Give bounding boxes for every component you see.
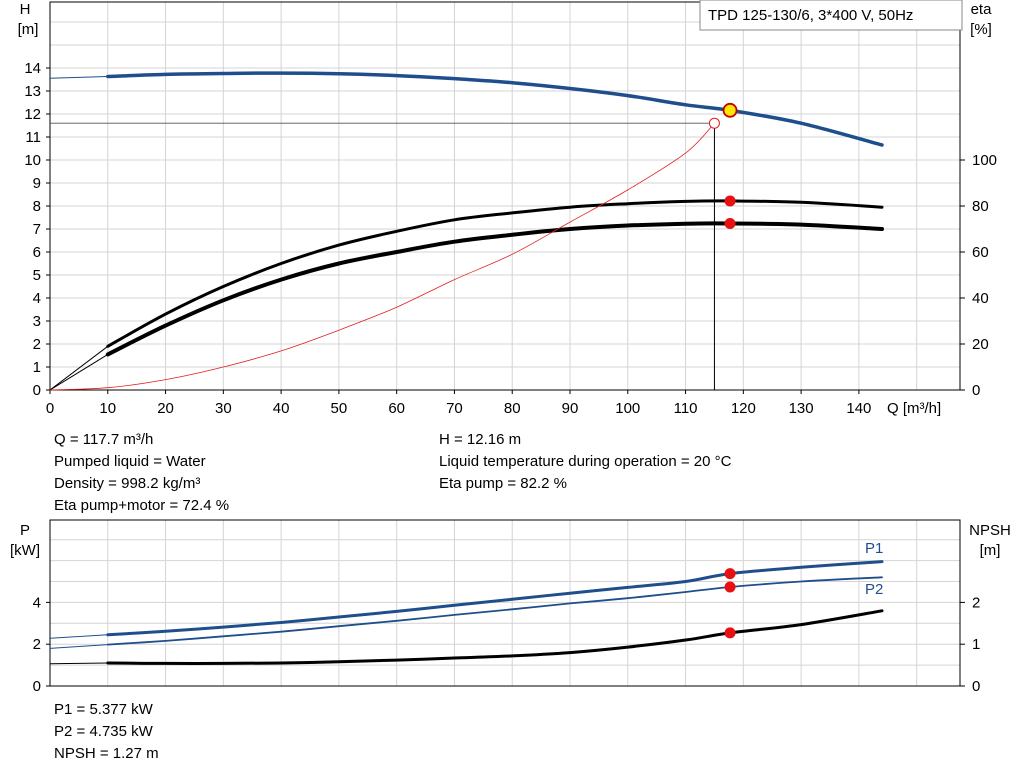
y-axis-unit-p: [kW]	[10, 542, 40, 559]
plot-frame-upper	[49, 1, 961, 391]
y-tick-label: 0	[33, 382, 41, 399]
y-tick-label: 3	[33, 313, 41, 330]
y2-tick-label: 40	[972, 290, 989, 307]
x-tick-label: 120	[731, 400, 756, 417]
y-axis-unit-h: [m]	[18, 21, 39, 38]
y2-tick-label: 0	[972, 382, 980, 399]
system-point-marker	[708, 117, 720, 129]
y-axis-unit-eta: [%]	[970, 21, 992, 38]
y-tick-label: 10	[24, 152, 41, 169]
y-tick-label: 2	[33, 336, 41, 353]
result-liquid: Pumped liquid = Water	[54, 453, 206, 470]
series-eta-pump-motor	[105, 221, 884, 357]
x-axis-label: Q [m³/h]	[887, 400, 941, 417]
y-tick-label-lower: 4	[33, 594, 41, 611]
eta-pump-motor-marker	[724, 217, 736, 229]
chart-title: TPD 125-130/6, 3*400 V, 50Hz	[708, 7, 913, 24]
x-tick-label: 140	[846, 400, 871, 417]
series-extension-npsh	[49, 662, 108, 665]
x-tick-label: 70	[446, 400, 463, 417]
result-temperature: Liquid temperature during operation = 20…	[439, 453, 732, 470]
series-system-curve	[49, 122, 715, 391]
x-tick-label: 30	[215, 400, 232, 417]
markers	[50, 102, 738, 639]
y2-tick-label: 60	[972, 244, 989, 261]
y-tick-label: 7	[33, 221, 41, 238]
y2-tick-label: 20	[972, 336, 989, 353]
result-npsh: NPSH = 1.27 m	[54, 745, 159, 762]
x-tick-label: 130	[789, 400, 814, 417]
p1-marker	[724, 568, 736, 580]
series-label-p2: P2	[865, 581, 883, 598]
series-extension-p2	[49, 644, 108, 649]
series-p2	[106, 576, 883, 646]
x-tick-label: 40	[273, 400, 290, 417]
series-h	[106, 71, 884, 147]
series-extension-eta-pump	[49, 345, 109, 391]
y-tick-label-lower: 2	[33, 636, 41, 653]
x-tick-label: 100	[615, 400, 640, 417]
x-tick-label: 60	[388, 400, 405, 417]
grid	[49, 2, 960, 687]
y-tick-label: 12	[24, 106, 41, 123]
y-tick-label: 1	[33, 359, 41, 376]
y-tick-label: 14	[24, 60, 41, 77]
npsh-marker	[724, 627, 736, 639]
result-density: Density = 998.2 kg/m³	[54, 475, 201, 492]
y-tick-label: 5	[33, 267, 41, 284]
series-extension-h	[49, 76, 108, 79]
plot-frame-lower	[49, 519, 961, 687]
x-tick-label: 0	[46, 400, 54, 417]
results-col1: Q = 117.7 m³/h Pumped liquid = Water Den…	[54, 429, 229, 517]
series-p1	[106, 560, 884, 637]
result-p2: P2 = 4.735 kW	[54, 723, 153, 740]
y-tick-label: 9	[33, 175, 41, 192]
y2-tick-label: 80	[972, 198, 989, 215]
result-flow: Q = 117.7 m³/h	[54, 431, 154, 448]
y2-tick-label-lower: 2	[972, 594, 980, 611]
axes: 0 10 20 30 40 50 60 70 80 90 100 110 120 130 140012345…	[24, 1, 997, 695]
y-tick-label-lower: 0	[33, 678, 41, 695]
title-box	[699, 0, 963, 31]
result-p1: P1 = 5.377 kW	[54, 701, 153, 718]
y-axis-label-eta: eta	[971, 1, 993, 18]
results-col2: H = 12.16 m Liquid temperature during op…	[439, 429, 731, 495]
y2-tick-label-lower: 1	[972, 636, 980, 653]
x-tick-label: 20	[157, 400, 174, 417]
series-extension-p1	[49, 634, 108, 639]
y-tick-label: 6	[33, 244, 41, 261]
y-axis-unit-npsh: [m]	[980, 542, 1001, 559]
y-axis-label-npsh: NPSH	[969, 522, 1011, 539]
result-head: H = 12.16 m	[439, 431, 522, 448]
y-tick-label: 8	[33, 198, 41, 215]
x-tick-label: 90	[562, 400, 579, 417]
series-extension-eta-pump-motor	[49, 353, 109, 391]
x-tick-label: 50	[331, 400, 348, 417]
y-axis-label-h: H	[20, 1, 31, 18]
x-tick-label: 80	[504, 400, 521, 417]
y2-tick-label-lower: 0	[972, 678, 980, 695]
results-bottom: P1 = 5.377 kW P2 = 4.735 kW NPSH = 1.27 …	[54, 699, 159, 765]
result-eta-pump: Eta pump = 82.2 %	[439, 475, 567, 492]
series	[49, 71, 884, 665]
x-tick-label: 110	[674, 400, 698, 417]
duty-point-marker	[722, 102, 738, 118]
y-tick-label: 4	[33, 290, 41, 307]
eta-pump-marker	[724, 195, 736, 207]
y-tick-label: 11	[25, 129, 41, 146]
series-label-p1: P1	[865, 540, 883, 557]
x-tick-label: 10	[99, 400, 116, 417]
y-tick-label: 13	[24, 83, 41, 100]
result-eta-pump-motor: Eta pump+motor = 72.4 %	[54, 497, 230, 514]
y2-tick-label: 100	[972, 152, 997, 169]
y-axis-label-p: P	[20, 522, 30, 539]
p2-marker	[724, 581, 736, 593]
